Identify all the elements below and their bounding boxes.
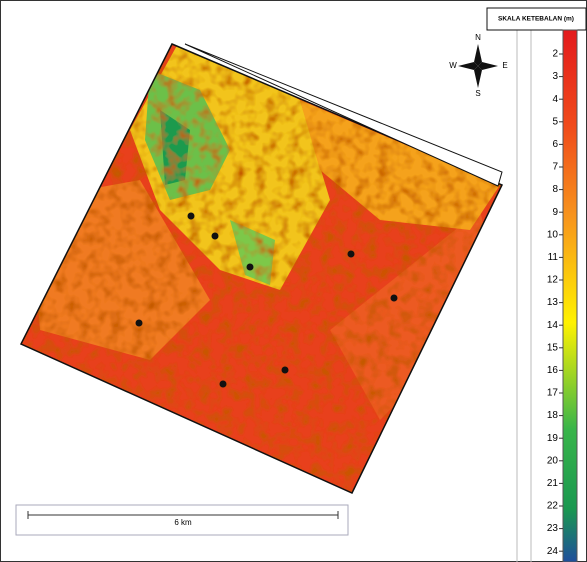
legend-tick-label: 6 — [552, 139, 558, 150]
compass-west: W — [449, 61, 457, 70]
legend-tick-label: 23 — [547, 523, 559, 534]
legend-title: SKALA KETEBALAN (m) — [498, 16, 574, 23]
legend-title-box — [486, 7, 587, 31]
legend-tick-label: 14 — [547, 320, 559, 331]
compass: N S W E — [449, 33, 507, 98]
legend-tick-label: 16 — [547, 365, 559, 376]
legend-tick-label: 18 — [547, 410, 559, 421]
wells — [135, 212, 398, 388]
compass-east: E — [502, 61, 507, 70]
legend-tick-label: 8 — [552, 184, 558, 195]
legend-tick-label: 17 — [547, 388, 559, 399]
scale-bar: 6 km — [15, 504, 349, 536]
compass-north: N — [475, 33, 481, 42]
legend-tick-label: 19 — [547, 433, 559, 444]
legend-tick-label: 2 — [552, 49, 558, 60]
legend-tick-label: 3 — [552, 71, 558, 82]
legend-tick-label: 9 — [552, 207, 558, 218]
legend-tick-label: 15 — [547, 342, 559, 353]
legend-tick-label: 22 — [547, 501, 559, 512]
legend-tick-label: 7 — [552, 162, 558, 173]
compass-south: S — [475, 89, 480, 98]
legend-tick-label: 12 — [547, 275, 559, 286]
legend-tick-label: 13 — [547, 297, 559, 308]
legend-tick-label: 24 — [547, 546, 559, 557]
legend-tick-label: 5 — [552, 116, 558, 127]
legend-tick-label: 11 — [548, 252, 559, 263]
scale-box — [15, 504, 349, 536]
legend-tick-label: 10 — [547, 229, 559, 240]
scale-label: 6 km — [174, 518, 192, 527]
map-edge-strip — [184, 43, 503, 187]
legend-tick-label: 20 — [547, 455, 559, 466]
color-bar — [562, 29, 578, 562]
legend-tick-label: 4 — [552, 94, 558, 105]
thickness-map — [21, 44, 502, 493]
legend-tick-label: 21 — [547, 478, 559, 489]
